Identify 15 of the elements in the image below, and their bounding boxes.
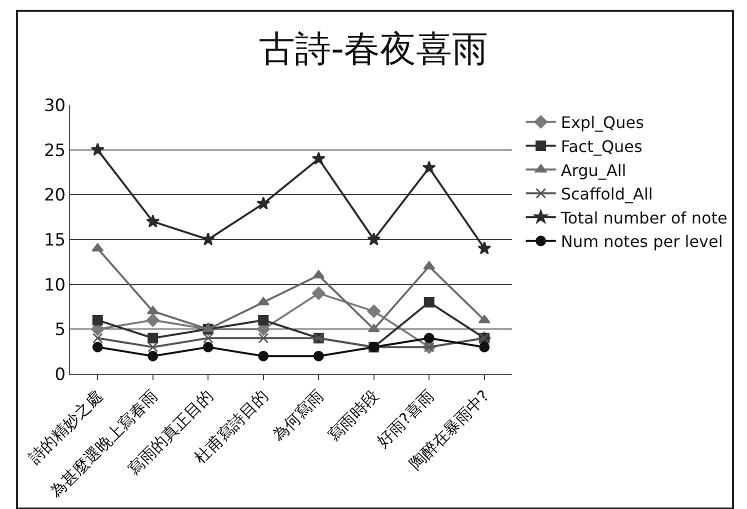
chart-title: 古詩-春夜喜雨 [259, 28, 488, 70]
y-tick-label: 0 [54, 364, 66, 385]
legend-label: Num notes per level [560, 232, 723, 252]
y-tick-label: 30 [44, 96, 66, 116]
legend-label: Expl_Ques [560, 113, 644, 132]
y-tick-label: 25 [44, 140, 66, 161]
y-tick-label: 5 [54, 320, 66, 340]
legend-label: Total number of note [560, 208, 728, 228]
y-tick-label: 10 [44, 275, 66, 296]
y-tick-label: 20 [44, 186, 66, 206]
x-tick-label: 為何寫雨 [268, 386, 328, 445]
legend-label: Scaffold_All [560, 184, 653, 204]
legend-label: Fact_Ques [560, 136, 642, 156]
legend-label: Argu_All [560, 160, 626, 180]
y-tick-label: 15 [44, 230, 66, 250]
